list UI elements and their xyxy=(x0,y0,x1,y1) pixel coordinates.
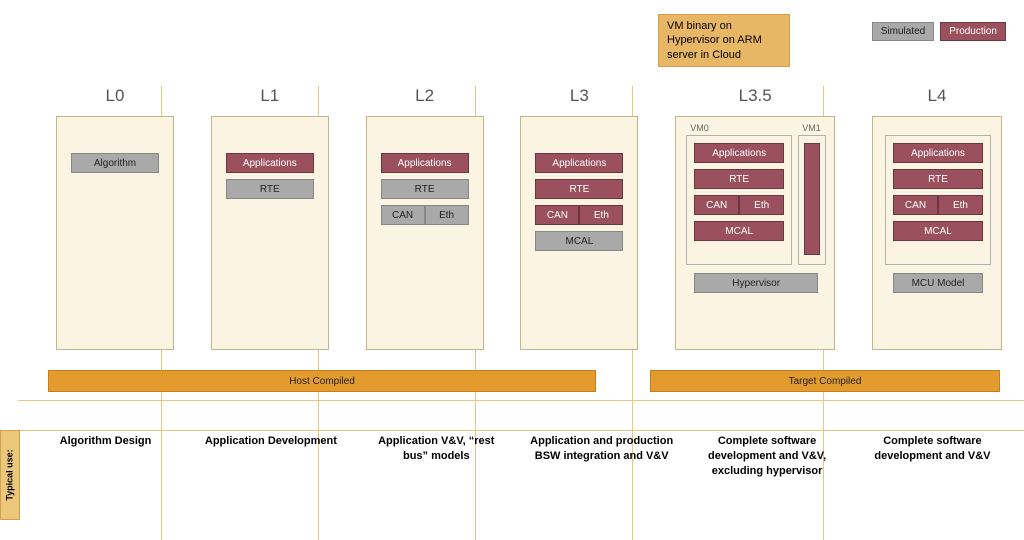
legend-production: Production xyxy=(940,22,1006,41)
block: RTE xyxy=(226,179,314,199)
block: Eth xyxy=(425,205,469,225)
split-block: CANEth xyxy=(535,205,623,225)
column-header: L2 xyxy=(415,86,434,106)
vm-label: VM0 xyxy=(690,123,709,133)
block: Eth xyxy=(938,195,983,215)
block: MCAL xyxy=(694,221,784,241)
column: L1 Applications RTE xyxy=(203,86,337,350)
typical-use-cell: Application V&V, “rest bus” models xyxy=(359,430,514,483)
typical-use-cell: Complete software development and V&V xyxy=(855,430,1010,483)
legend-simulated: Simulated xyxy=(872,22,934,41)
split-block: CANEth xyxy=(381,205,469,225)
columns-container: L0 Algorithm L1 Applications RTE L2 Applicatio… xyxy=(48,86,1010,350)
block: RTE xyxy=(694,169,784,189)
block: Applications xyxy=(535,153,623,173)
split-block: CANEth xyxy=(694,195,784,215)
column: L3 Applications RTE CANEth MCAL xyxy=(512,86,646,350)
column: L2 Applications RTE CANEth xyxy=(358,86,492,350)
column-header: L1 xyxy=(260,86,279,106)
typical-uses-row: Algorithm DesignApplication DevelopmentA… xyxy=(28,430,1010,483)
vm-label: VM1 xyxy=(802,123,821,133)
block xyxy=(804,143,820,255)
column-box: Applications RTE xyxy=(211,116,329,350)
block: CAN xyxy=(893,195,938,215)
block: Eth xyxy=(579,205,623,225)
column: L0 Algorithm xyxy=(48,86,182,350)
column-box: Algorithm xyxy=(56,116,174,350)
typical-use-cell: Algorithm Design xyxy=(28,430,183,483)
block: Applications xyxy=(226,153,314,173)
callout-line: server in Cloud xyxy=(667,48,781,62)
compile-bar: Target Compiled xyxy=(650,370,1000,392)
grid-hline xyxy=(18,400,1024,401)
block: Applications xyxy=(381,153,469,173)
block: Eth xyxy=(739,195,784,215)
column: L3.5 VM0 VM1 Applications RTE CANEth MCAL Hyper… xyxy=(667,86,843,350)
block: Hypervisor xyxy=(694,273,818,293)
callout-line: Hypervisor on ARM xyxy=(667,33,781,47)
block: Applications xyxy=(694,143,784,163)
typical-use-cell: Application Development xyxy=(193,430,348,483)
column-box: Applications RTE CANEth xyxy=(366,116,484,350)
column-box: Applications RTE CANEth MCAL MCU Model xyxy=(872,116,1002,350)
column-header: L0 xyxy=(106,86,125,106)
block: RTE xyxy=(535,179,623,199)
block: RTE xyxy=(893,169,983,189)
block: MCU Model xyxy=(893,273,983,293)
column-header: L4 xyxy=(928,86,947,106)
block: MCAL xyxy=(893,221,983,241)
typical-use-header: Typical use: xyxy=(0,430,20,520)
typical-use-cell: Complete software development and V&V, e… xyxy=(690,430,845,483)
block: MCAL xyxy=(535,231,623,251)
column-header: L3.5 xyxy=(739,86,772,106)
block: Applications xyxy=(893,143,983,163)
column-header: L3 xyxy=(570,86,589,106)
legend: Simulated Production xyxy=(872,22,1006,41)
block: CAN xyxy=(535,205,579,225)
column-box: VM0 VM1 Applications RTE CANEth MCAL Hyperviso… xyxy=(675,116,835,350)
column: L4 Applications RTE CANEth MCAL MCU Model xyxy=(864,86,1010,350)
column-box: Applications RTE CANEth MCAL xyxy=(520,116,638,350)
split-block: CANEth xyxy=(893,195,983,215)
block: RTE xyxy=(381,179,469,199)
block: CAN xyxy=(381,205,425,225)
compile-bar: Host Compiled xyxy=(48,370,596,392)
block: Algorithm xyxy=(71,153,159,173)
block: CAN xyxy=(694,195,739,215)
callout-line: VM binary on xyxy=(667,19,781,33)
callout-vm-binary: VM binary onHypervisor on ARMserver in C… xyxy=(658,14,790,67)
typical-use-cell: Application and production BSW integrati… xyxy=(524,430,679,483)
